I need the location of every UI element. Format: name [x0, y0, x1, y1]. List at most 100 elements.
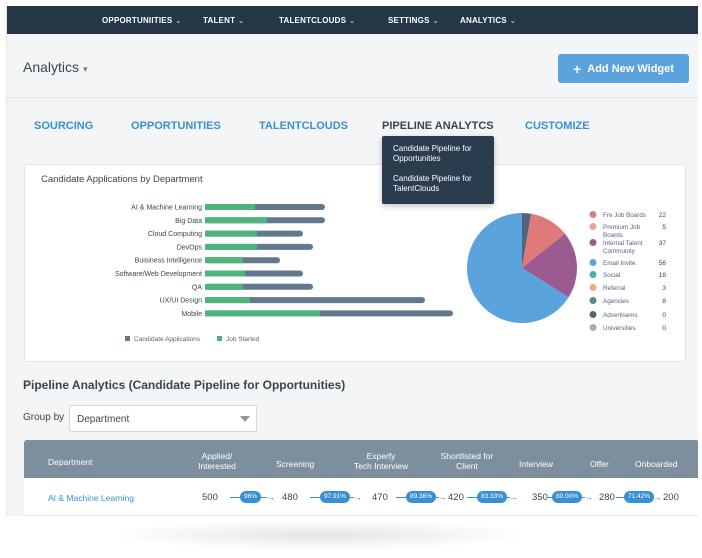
bar-category-label: QA — [192, 284, 202, 291]
top-navigation: OPPORTUNIITIES ⌄ TALENT ⌄ TALENTCLOUDS ⌄ SE… — [7, 6, 698, 34]
menu-item-pipeline-talentclouds[interactable]: Candidate Pipeline for TalentClouds — [393, 174, 472, 193]
table-row: AI & Machine Learning 500 96% → 480 97.91… — [24, 478, 698, 516]
table-header: Department Applied/Interested Screening … — [24, 440, 698, 478]
pie-legend-label: Premium Job — [603, 224, 641, 231]
chevron-down-icon: ⌄ — [175, 18, 182, 25]
bar-category-label: UX/UI Design — [160, 298, 203, 305]
group-by-value: Department — [77, 414, 130, 425]
legend-label-applications: Candidate Applications — [134, 336, 201, 343]
pie-legend-value: 56 — [659, 260, 667, 267]
chevron-down-icon: ⌄ — [509, 18, 516, 25]
bar-category-label: Buisiness Intelligence — [135, 258, 202, 265]
col-applied-line2: Interested — [198, 461, 236, 471]
conversion-rate: 71.42% — [624, 491, 655, 503]
col-applied-line1: Applied/ — [201, 451, 233, 461]
bar-job-started — [205, 230, 257, 237]
pie-legend-value: 8 — [662, 298, 666, 305]
group-by-label: Group by — [23, 412, 65, 423]
tab-pipeline-analytics[interactable]: PIPELINE ANALYTCS — [382, 120, 494, 132]
col-applied: Applied/Interested — [196, 451, 238, 471]
legend-label-job-started: Job Started — [226, 336, 260, 343]
pipeline-dropdown-menu: Candidate Pipeline for Opportunities Can… — [382, 136, 494, 204]
pipeline-table: Department Applied/Interested Screening … — [24, 440, 698, 516]
bar-category-label: AI & Machine Learning — [131, 205, 202, 212]
bar-category-label: Software/Web Development — [115, 271, 202, 278]
pie-legend-label: Agencies — [603, 298, 629, 305]
col-offer: Offer — [590, 459, 609, 469]
bar-category-label: Mobile — [181, 311, 202, 318]
analytics-tabs: SOURCING OPPORTUNITIES TALENTCLOUDS PIPE… — [7, 98, 698, 148]
chevron-down-icon: ⌄ — [349, 18, 356, 25]
nav-analytics[interactable]: ANALYTICS ⌄ — [460, 16, 516, 25]
experfy-count: 470 — [372, 492, 388, 503]
conversion-offer-onboarded: 71.42% → — [616, 490, 662, 504]
conversion-applied-screening: 96% → — [230, 490, 275, 504]
col-shortlisted-line1: Shortlisted for — [440, 451, 494, 461]
pie-slice — [522, 213, 532, 268]
pie-slice — [522, 213, 566, 268]
department-charts: AI & Machine Learning Big Data Cloud Compu… — [115, 204, 667, 343]
conversion-rate: 97.91% — [320, 491, 351, 503]
pie-legend-value: 22 — [659, 212, 667, 219]
bar-job-started — [205, 257, 243, 264]
tab-sourcing[interactable]: SOURCING — [34, 120, 94, 132]
nav-settings[interactable]: SETTINGS ⌄ — [388, 16, 439, 25]
col-department: Department — [48, 457, 93, 467]
caret-down-icon: ▾ — [83, 64, 88, 74]
pie-legend-dot — [589, 239, 597, 246]
page-title-text: Analytics — [23, 59, 80, 75]
chevron-down-icon: ⌄ — [238, 18, 245, 25]
pie-legend-label: Internal Talent — [603, 240, 643, 247]
conversion-interview-offer: 80.00% → — [548, 490, 593, 504]
pie-legend-label: Social — [603, 272, 620, 279]
bar-job-started — [205, 204, 255, 210]
col-experfy: Experfy Tech Interview — [350, 451, 412, 471]
bar-category-label: Cloud Computing — [148, 231, 202, 238]
nav-label: TALENT — [203, 16, 236, 25]
chevron-down-icon: ⌄ — [432, 18, 439, 25]
nav-label: OPPORTUNIITIES — [102, 16, 173, 25]
pie-legend-dot — [589, 223, 597, 230]
nav-opportunities[interactable]: OPPORTUNIITIES ⌄ — [102, 16, 181, 25]
pie-legend-label: Advertisems — [603, 312, 638, 319]
pie-slice — [466, 213, 569, 323]
pie-legend-dot — [589, 297, 597, 304]
legend-swatch-job-started — [217, 336, 222, 341]
conversion-rate: 89.36% — [406, 491, 437, 503]
page-header: Analytics ▾ + Add New Widget — [7, 34, 698, 98]
menu-item-pipeline-opportunities[interactable]: Candidate Pipeline for Opportunities — [393, 144, 472, 163]
col-onboarded: Onboarded — [635, 459, 678, 469]
plus-icon: + — [573, 60, 582, 77]
add-new-widget-button[interactable]: + Add New Widget — [558, 54, 689, 83]
bar-category-label: DevOps — [177, 244, 203, 251]
tab-opportunities[interactable]: OPPORTUNITIES — [131, 120, 221, 132]
applications-chart-card: Candidate Applications by Department AI … — [24, 164, 686, 362]
tab-talentclouds[interactable]: TALENTCLOUDS — [259, 120, 349, 132]
screening-count: 480 — [282, 492, 298, 503]
pie-legend-value: 18 — [659, 272, 667, 279]
pie-legend-value: 37 — [659, 240, 667, 247]
tab-customize[interactable]: CUSTOMIZE — [525, 120, 590, 132]
shortlisted-count: 420 — [448, 492, 464, 503]
bar-job-started — [205, 270, 245, 277]
pie-slice — [522, 233, 577, 298]
bar-job-started — [205, 217, 267, 224]
pie-legend-label: Universities — [603, 325, 636, 332]
pie-legend-value: 0 — [662, 325, 666, 332]
app-frame: OPPORTUNIITIES ⌄ TALENT ⌄ TALENTCLOUDS ⌄ SE… — [6, 6, 698, 516]
conversion-experfy-shortlisted: 89.36% → — [396, 490, 447, 504]
nav-label: SETTINGS — [388, 16, 430, 25]
chart-title: Candidate Applications by Department — [41, 174, 203, 185]
bar-job-started — [205, 243, 257, 250]
conversion-shortlisted-interview: 83.33% → — [467, 490, 518, 504]
department-link[interactable]: AI & Machine Learning — [48, 493, 134, 503]
conversion-screening-experfy: 97.91% → — [310, 490, 362, 504]
page-title[interactable]: Analytics ▾ — [23, 59, 88, 75]
nav-talentclouds[interactable]: TALENTCLOUDS ⌄ — [279, 16, 355, 25]
bar-job-started — [205, 283, 243, 290]
pie-legend-label: Fre Job Boards — [603, 212, 646, 219]
nav-talent[interactable]: TALENT ⌄ — [203, 16, 244, 25]
group-by-select[interactable]: Department — [69, 405, 257, 432]
col-experfy-line1: Experfy — [366, 451, 396, 461]
pie-legend-dot — [589, 284, 597, 291]
